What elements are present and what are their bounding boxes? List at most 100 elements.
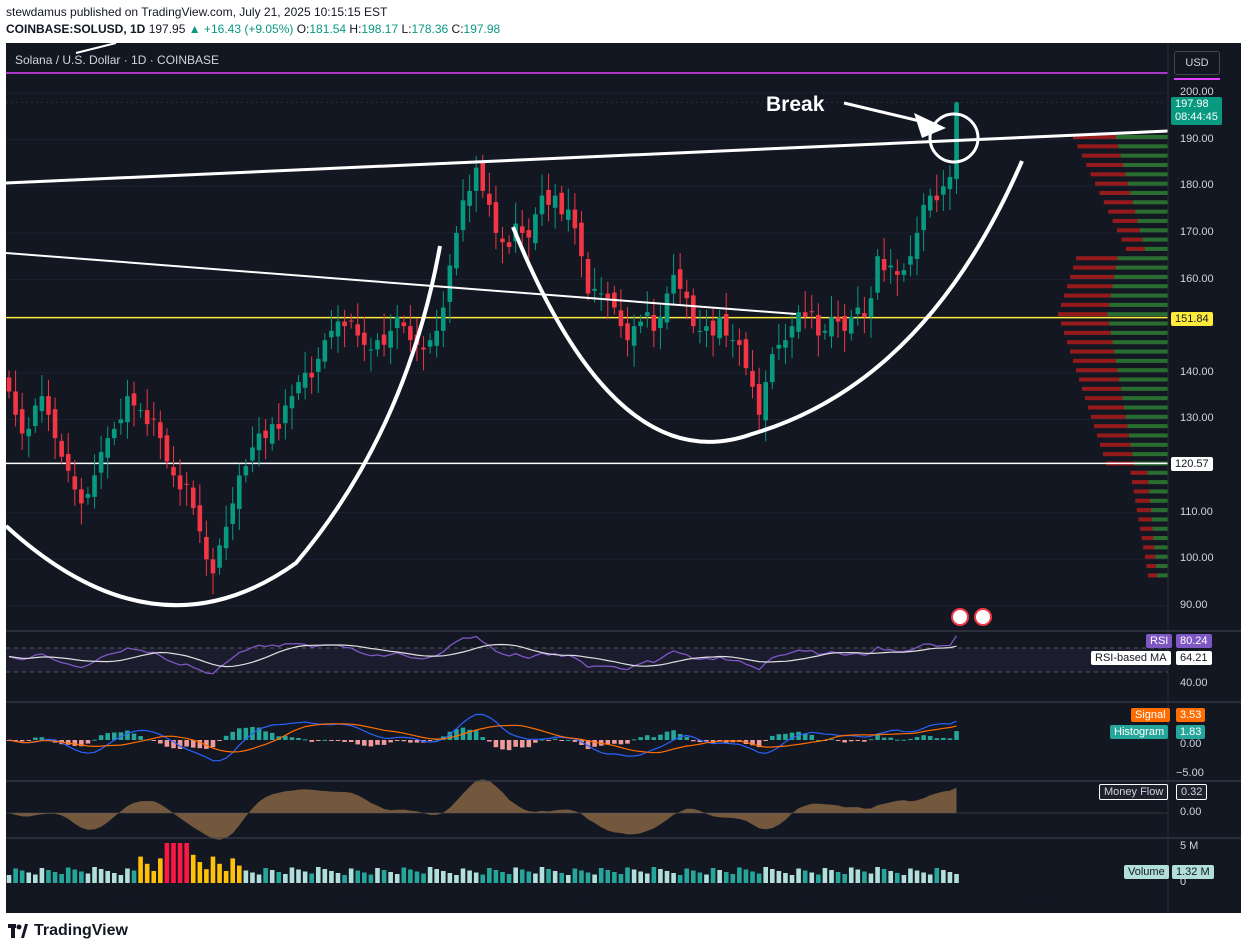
macd-histogram-bar [210,740,216,748]
candle-body [283,405,288,424]
volume-bar [927,874,933,883]
candle-body [533,214,538,244]
volume-bar [592,874,597,883]
volume-bar [355,870,361,883]
macd-histogram-bar [131,733,137,740]
symbol-name: COINBASE:SOLUSD, 1D [6,22,146,36]
volume-bar [533,873,538,883]
rsi-band [6,648,1168,672]
macd-histogram-bar [158,740,163,744]
candle-body [704,326,709,331]
resistance-trendline [6,129,1169,185]
chart-canvas[interactable]: Break [6,43,1241,913]
level-lower-tag: 120.57 [1171,457,1213,471]
volume-bar [881,869,887,883]
volume-bar [243,870,249,883]
volume-bar [723,872,729,883]
macd-histogram-bar [862,740,867,742]
volume-bar [138,856,143,883]
volume-profile-bar [1136,508,1151,513]
volume-bar [579,870,584,883]
candle-body [526,230,532,238]
macd-histogram-bar [335,740,341,741]
volume-value: 1.32 M [1172,865,1214,879]
macd-histogram-bar [605,740,611,745]
candle-body [190,487,196,509]
candle-body [684,291,690,299]
candle-body [941,186,946,195]
macd-histogram-bar [763,740,768,741]
chart-frame[interactable]: Break Solana / U.S. Dollar · 1D · COINBA… [6,43,1241,913]
volume-bar [79,871,84,883]
volume-profile-bar [1117,256,1168,261]
candle-body [908,256,913,265]
last-price-tag-value: 197.98 [1175,98,1209,110]
currency-button[interactable]: USD [1174,51,1220,75]
macd-histogram-bar [895,739,900,741]
macd-histogram-bar [585,740,591,750]
volume-bar [309,873,314,883]
macd-histogram-bar [79,740,84,747]
volume-profile-bar [1070,274,1115,279]
macd-histogram-bar [125,730,130,740]
volume-profile-bar [1156,564,1168,569]
break-annotation[interactable]: Break [766,93,825,116]
candle-body [440,307,446,331]
volume-profile-bar [1125,414,1168,419]
volume-profile-bar [1120,153,1168,158]
volume-profile-bar [1148,573,1157,578]
volume-label: Volume [1124,865,1169,879]
volume-bar [756,873,762,883]
volume-profile-bar [1090,172,1126,177]
volume-profile-bar [1120,386,1168,391]
candle-body [454,232,459,269]
volume-profile-bar [1061,302,1110,307]
macd-histogram-bar [519,740,525,748]
candle-body [375,340,380,350]
signal-value: 3.53 [1176,708,1206,722]
candle-body [158,422,163,439]
descending-trendline [6,252,797,315]
macd-line [8,713,957,762]
candle-body [26,428,32,437]
volume-profile-bar [1082,386,1121,391]
rsi-value: 80.24 [1176,634,1212,648]
volume-bar [164,843,170,883]
macd-histogram-bar [533,740,538,743]
volume-bar [368,874,374,883]
candle-body [256,433,262,451]
volume-profile-bar [1064,293,1111,298]
macd-histogram-bar [526,740,532,748]
candle-body [421,347,426,350]
volume-tick-zero: 0 [1180,876,1187,888]
candle-body [572,209,578,229]
macd-histogram-bar [342,740,347,742]
candle-body [184,483,189,485]
price-change: ▲ +16.43 (+9.05%) [188,22,294,36]
macd-histogram-bar [954,731,959,740]
candle-body [164,435,170,462]
annotation-arrow-shaft [843,101,925,124]
volume-bar [658,869,663,883]
macd-histogram-bar [375,740,380,745]
volume-profile-bar [1107,312,1168,317]
candle-body [697,330,703,332]
volume-bar [737,867,742,883]
macd-histogram-bar [434,739,439,741]
candle-body [473,167,479,191]
candle-body [408,326,413,341]
volume-bar [684,868,690,883]
macd-histogram-bar [848,740,854,742]
macd-histogram-bar [322,739,328,741]
volume-profile-bar [1153,536,1168,541]
volume-bar [816,874,821,883]
volume-profile-bar [1108,209,1136,214]
price-tick-label: 180.00 [1180,179,1214,192]
volume-bar [204,869,209,883]
candle-body [276,424,282,429]
candle-body [46,396,51,415]
macd-histogram-bar [348,740,354,743]
volume-profile-bar [1144,246,1168,251]
volume-profile-bar [1112,284,1168,289]
tradingview-logo[interactable]: TradingView [8,922,128,940]
